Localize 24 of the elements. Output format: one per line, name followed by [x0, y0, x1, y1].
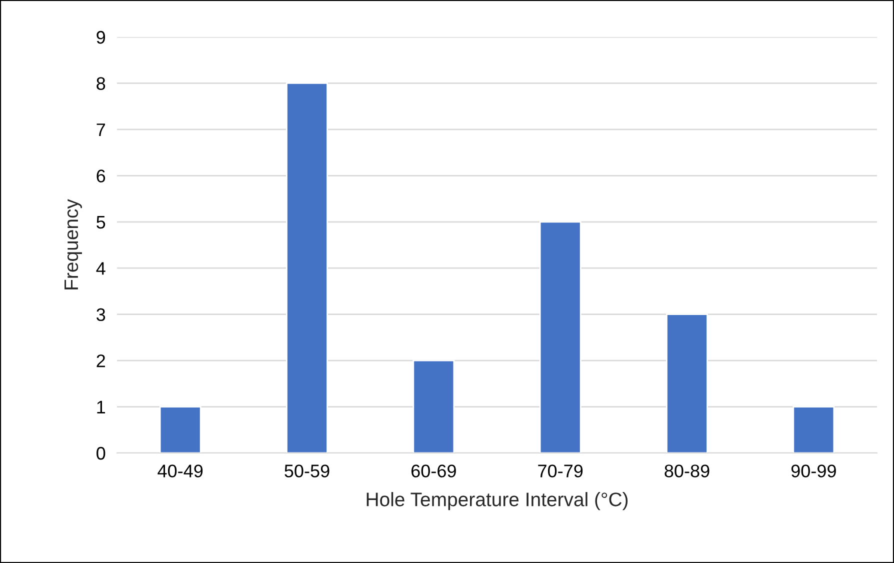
bar	[412, 360, 455, 453]
bar	[792, 406, 835, 453]
y-tick-label: 7	[96, 124, 105, 136]
y-tick-label: 5	[96, 216, 106, 229]
x-tick-label: 50-59	[284, 464, 330, 478]
y-tick-label: 3	[96, 308, 106, 322]
x-tick-label: 90-99	[791, 464, 836, 478]
x-tick-label: 40-49	[158, 464, 203, 478]
x-tick-label: 80-89	[664, 464, 710, 478]
x-tick-label: 70-79	[538, 464, 583, 478]
y-tick-label: 9	[96, 30, 106, 44]
bar	[539, 221, 582, 453]
x-tick-label: 60-69	[411, 464, 456, 478]
bar	[159, 406, 202, 453]
y-tick-label: 1	[97, 400, 106, 414]
y-tick-label: 8	[96, 77, 106, 90]
bar	[286, 82, 328, 453]
y-tick-label: 4	[96, 262, 106, 275]
x-axis-title: Hole Temperature Interval (°C)	[366, 492, 628, 510]
y-tick-label: 2	[96, 354, 105, 368]
bar	[666, 314, 708, 453]
y-axis-title: Frequency	[64, 199, 82, 290]
y-tick-label: 0	[96, 446, 106, 460]
y-tick-label: 6	[96, 170, 106, 182]
